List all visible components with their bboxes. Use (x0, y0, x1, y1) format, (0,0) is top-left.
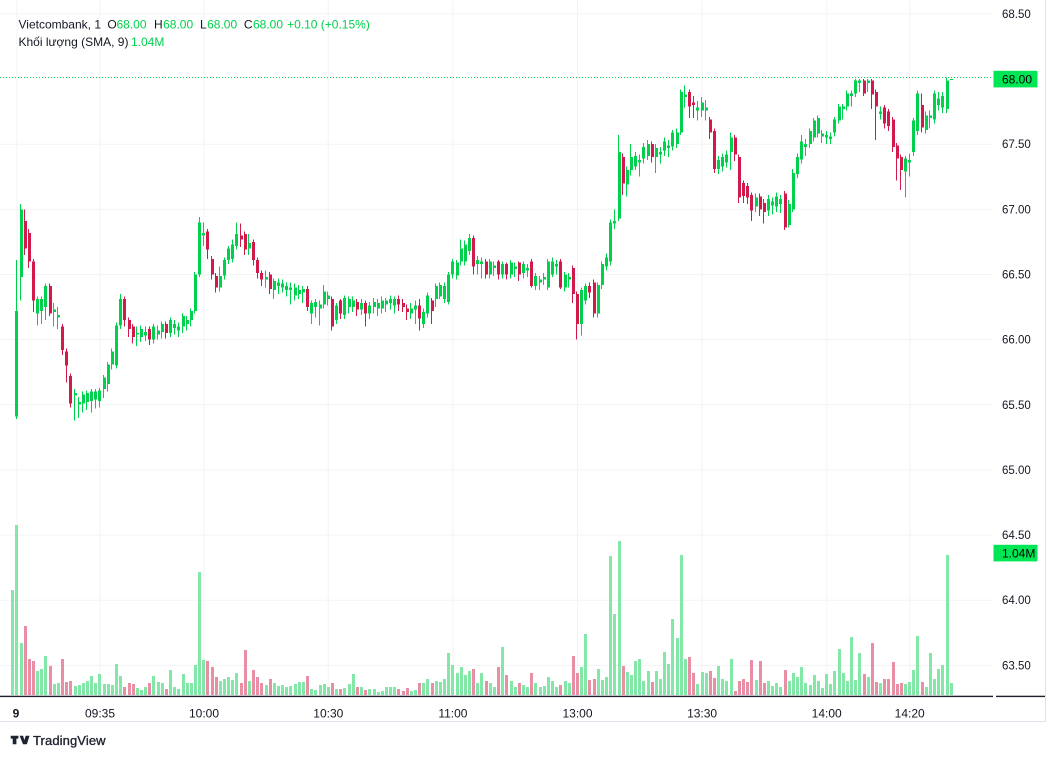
svg-text:10:30: 10:30 (313, 707, 343, 721)
svg-text:67.50: 67.50 (1002, 139, 1031, 151)
svg-text:68.00: 68.00 (253, 18, 283, 32)
svg-text:TradingView: TradingView (33, 733, 106, 748)
svg-text:68.50: 68.50 (1002, 9, 1031, 21)
svg-text:1.04M: 1.04M (131, 35, 164, 49)
svg-text:63.50: 63.50 (1002, 660, 1031, 672)
svg-text:67.00: 67.00 (1002, 204, 1031, 216)
svg-text:65.00: 65.00 (1002, 465, 1031, 477)
svg-text:Vietcombank, 1: Vietcombank, 1 (19, 18, 102, 32)
svg-text:13:00: 13:00 (562, 707, 592, 721)
svg-text:68.00: 68.00 (207, 18, 237, 32)
svg-text:L: L (200, 18, 207, 32)
svg-text:09:35: 09:35 (85, 707, 115, 721)
svg-text:68.00: 68.00 (117, 18, 147, 32)
svg-text:64.00: 64.00 (1002, 595, 1031, 607)
svg-text:O: O (107, 18, 116, 32)
svg-text:64.50: 64.50 (1002, 530, 1031, 542)
svg-text:C: C (244, 18, 253, 32)
svg-text:1.04M: 1.04M (1002, 546, 1035, 560)
svg-text:66.50: 66.50 (1002, 270, 1031, 282)
svg-text:68.00: 68.00 (163, 18, 193, 32)
svg-text:68.00: 68.00 (1002, 72, 1032, 86)
svg-text:9: 9 (13, 707, 20, 721)
svg-text:14:20: 14:20 (895, 707, 925, 721)
svg-text:65.50: 65.50 (1002, 400, 1031, 412)
svg-text:11:00: 11:00 (438, 707, 467, 721)
svg-text:14:00: 14:00 (812, 707, 842, 721)
svg-text:Khối lượng (SMA, 9): Khối lượng (SMA, 9) (19, 35, 129, 49)
svg-text:H: H (154, 18, 163, 32)
svg-text:+0.10 (+0.15%): +0.10 (+0.15%) (287, 18, 370, 32)
svg-text:13:30: 13:30 (687, 707, 717, 721)
svg-text:66.00: 66.00 (1002, 335, 1031, 347)
svg-text:10:00: 10:00 (189, 707, 219, 721)
